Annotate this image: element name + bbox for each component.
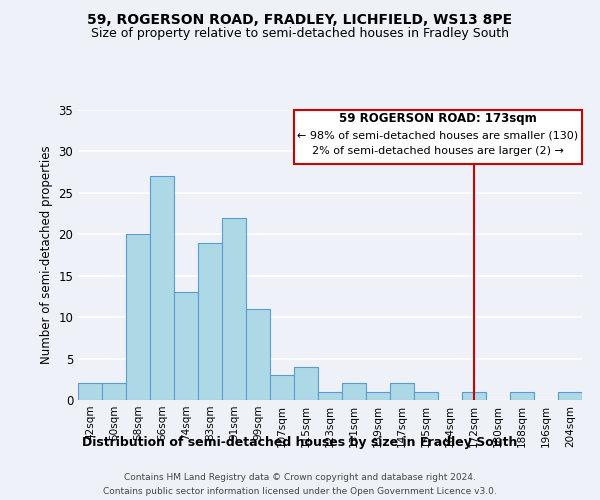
Bar — [294, 367, 318, 400]
Bar — [558, 392, 582, 400]
Text: 59, ROGERSON ROAD, FRADLEY, LICHFIELD, WS13 8PE: 59, ROGERSON ROAD, FRADLEY, LICHFIELD, W… — [88, 12, 512, 26]
Bar — [150, 176, 174, 400]
Bar — [366, 392, 390, 400]
Bar — [270, 375, 294, 400]
Bar — [318, 392, 342, 400]
Bar — [390, 384, 414, 400]
Text: Size of property relative to semi-detached houses in Fradley South: Size of property relative to semi-detach… — [91, 28, 509, 40]
Text: Contains public sector information licensed under the Open Government Licence v3: Contains public sector information licen… — [103, 486, 497, 496]
Text: ← 98% of semi-detached houses are smaller (130): ← 98% of semi-detached houses are smalle… — [298, 130, 578, 140]
Text: Distribution of semi-detached houses by size in Fradley South: Distribution of semi-detached houses by … — [82, 436, 518, 449]
Bar — [246, 309, 270, 400]
Text: Contains HM Land Registry data © Crown copyright and database right 2024.: Contains HM Land Registry data © Crown c… — [124, 473, 476, 482]
Bar — [414, 392, 438, 400]
Bar — [510, 392, 534, 400]
Bar — [222, 218, 246, 400]
Bar — [102, 384, 126, 400]
Bar — [462, 392, 486, 400]
Bar — [342, 384, 366, 400]
Bar — [198, 242, 222, 400]
Bar — [126, 234, 150, 400]
Bar — [174, 292, 198, 400]
Text: 2% of semi-detached houses are larger (2) →: 2% of semi-detached houses are larger (2… — [312, 146, 564, 156]
Y-axis label: Number of semi-detached properties: Number of semi-detached properties — [40, 146, 53, 364]
Bar — [78, 384, 102, 400]
Text: 59 ROGERSON ROAD: 173sqm: 59 ROGERSON ROAD: 173sqm — [339, 112, 537, 125]
